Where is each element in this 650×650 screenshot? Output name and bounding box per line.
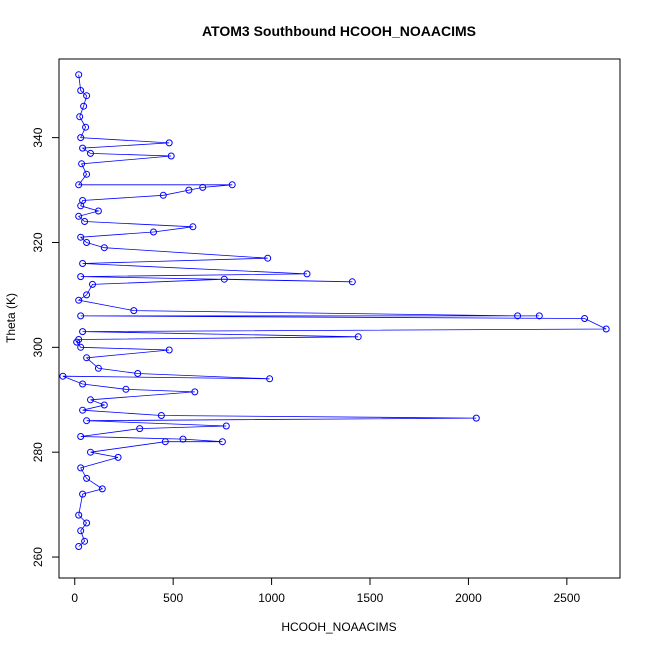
data-point <box>122 385 130 393</box>
data-point <box>167 152 175 160</box>
y-tick-label: 260 <box>31 547 45 567</box>
data-point <box>189 223 197 231</box>
data-point <box>161 438 169 446</box>
data-point <box>514 312 522 320</box>
data-point <box>79 260 87 267</box>
data-point <box>83 519 91 527</box>
y-axis: 260 280 300 320 340 <box>31 127 60 567</box>
data-point <box>73 338 81 346</box>
data-point <box>220 275 228 283</box>
data-point <box>134 370 142 377</box>
data-point <box>83 92 91 100</box>
data-point <box>535 312 543 320</box>
data-point <box>354 333 362 341</box>
data-point <box>130 307 138 315</box>
data-point <box>75 511 83 519</box>
data-point <box>77 202 85 210</box>
data-point <box>348 278 356 286</box>
data-point <box>79 144 87 152</box>
data-point <box>94 207 102 215</box>
data-point <box>75 296 83 304</box>
x-axis: 0 500 1000 1500 2000 2500 <box>71 577 581 605</box>
data-point <box>222 422 230 430</box>
x-tick-label: 500 <box>163 591 183 605</box>
data-point <box>83 417 91 425</box>
data-point <box>264 254 272 262</box>
data-point <box>81 537 89 545</box>
data-point <box>87 396 94 404</box>
data-point <box>266 375 274 383</box>
data-point <box>77 273 85 281</box>
data-point <box>157 412 165 419</box>
data-point <box>77 87 85 94</box>
data-point <box>75 543 83 550</box>
y-axis-label: Theta (K) <box>4 293 18 343</box>
data-point <box>77 433 85 440</box>
data-point <box>165 346 173 354</box>
data-point <box>77 312 85 320</box>
data-point <box>191 388 199 396</box>
data-point <box>179 435 187 443</box>
data-point <box>83 291 91 299</box>
data-point <box>82 123 90 131</box>
data-point <box>77 134 85 142</box>
x-tick-label: 1000 <box>258 591 285 605</box>
x-tick-label: 0 <box>71 591 78 605</box>
data-point <box>100 244 108 252</box>
data-layer <box>59 71 610 550</box>
data-point <box>98 485 106 493</box>
x-tick-label: 1500 <box>357 591 384 605</box>
x-tick-label: 2000 <box>455 591 482 605</box>
data-point <box>76 113 84 121</box>
data-point <box>75 71 83 79</box>
data-point <box>83 170 91 178</box>
data-point <box>185 186 193 194</box>
data-point <box>114 453 122 461</box>
data-point <box>77 343 85 351</box>
data-point <box>303 270 311 278</box>
data-point <box>94 364 102 372</box>
data-point <box>87 448 94 456</box>
data-point <box>77 233 85 241</box>
data-point <box>199 183 207 191</box>
y-tick-label: 320 <box>31 232 45 252</box>
data-point <box>159 191 167 199</box>
data-point <box>79 490 87 498</box>
data-point <box>79 328 87 336</box>
x-tick-label: 2500 <box>554 591 581 605</box>
data-point <box>165 139 173 147</box>
chart-title: ATOM3 Southbound HCOOH_NOAACIMS <box>202 23 476 39</box>
data-point <box>150 228 157 236</box>
y-tick-label: 280 <box>31 442 45 462</box>
data-point <box>218 438 226 446</box>
data-point <box>228 181 236 189</box>
data-point <box>81 218 89 225</box>
data-point <box>89 280 96 288</box>
y-tick-label: 340 <box>31 127 45 147</box>
data-point <box>100 401 108 409</box>
data-point <box>75 181 83 189</box>
data-point <box>77 464 85 472</box>
data-point <box>75 212 83 220</box>
data-point <box>83 239 91 246</box>
data-point <box>83 354 91 362</box>
data-point <box>77 527 85 535</box>
data-point <box>79 406 87 414</box>
data-point <box>472 414 480 422</box>
data-point <box>80 102 88 110</box>
data-point <box>87 149 94 157</box>
data-point <box>59 372 67 380</box>
data-point <box>79 380 87 388</box>
data-point <box>83 474 91 482</box>
x-axis-label: HCOOH_NOAACIMS <box>281 620 396 634</box>
data-point <box>78 160 86 168</box>
data-point <box>602 325 610 333</box>
y-tick-label: 300 <box>31 337 45 357</box>
data-point <box>136 425 144 433</box>
data-point <box>581 315 589 322</box>
